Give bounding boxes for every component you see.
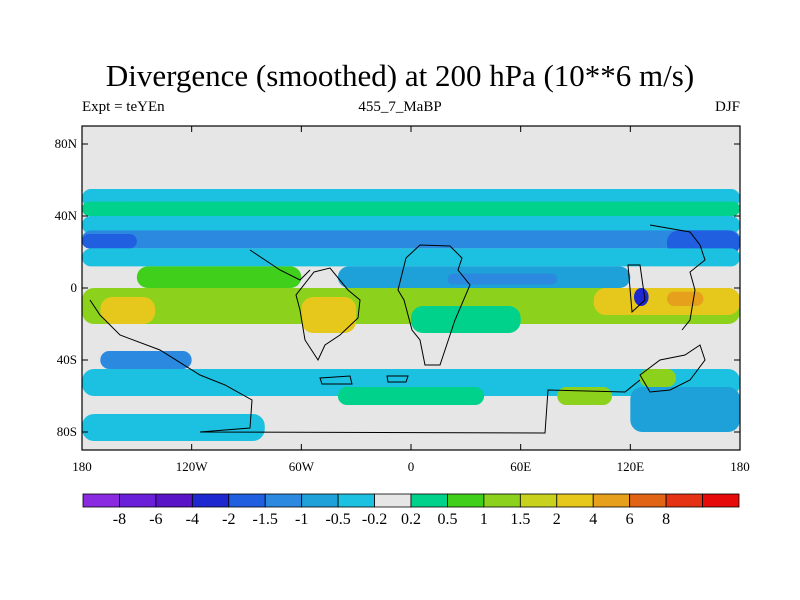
colorbar-label-9: 0.5 bbox=[437, 511, 457, 528]
colorbar-swatch-12 bbox=[519, 493, 558, 508]
colorbar-label-2: -4 bbox=[186, 511, 199, 528]
colorbar-swatch-9 bbox=[410, 493, 448, 508]
coastline-islands bbox=[319, 375, 409, 385]
coastline-africa bbox=[397, 244, 471, 366]
x-tick-label-3: 0 bbox=[408, 459, 415, 474]
field-region-6 bbox=[82, 248, 740, 267]
field-region-4 bbox=[82, 234, 137, 249]
y-tick-label-1: 40N bbox=[55, 208, 78, 223]
colorbar-swatch-10 bbox=[447, 493, 485, 508]
colorbar-swatch-5 bbox=[264, 493, 303, 508]
season-label: DJF bbox=[714, 99, 740, 115]
colorbar-label-15: 8 bbox=[662, 511, 670, 528]
colorbar-label-11: 1.5 bbox=[510, 511, 530, 528]
field-region-3 bbox=[82, 230, 740, 249]
y-tick-label-4: 80S bbox=[57, 424, 77, 439]
y-tick-label-2: 0 bbox=[71, 280, 78, 295]
field-region-14 bbox=[666, 291, 704, 306]
x-tick-label-6: 180 bbox=[730, 459, 750, 474]
coastlines bbox=[89, 224, 706, 434]
field-region-20 bbox=[630, 387, 740, 432]
x-tick-label-2: 60W bbox=[289, 459, 315, 474]
colorbar-swatch-14 bbox=[592, 493, 631, 508]
colorbar-label-5: -1 bbox=[295, 511, 308, 528]
colorbar-swatch-4 bbox=[228, 493, 266, 508]
chart-title: Divergence (smoothed) at 200 hPa (10**6 … bbox=[105, 58, 695, 93]
experiment-label: Expt = teYEn bbox=[82, 99, 165, 115]
colorbar-label-7: -0.2 bbox=[362, 511, 387, 528]
x-tick-label-5: 120E bbox=[617, 459, 645, 474]
field-region-1 bbox=[82, 201, 740, 216]
coastline-antarctica bbox=[89, 299, 641, 434]
field-region-12 bbox=[301, 297, 357, 333]
colorbar-swatch-2 bbox=[155, 493, 193, 508]
field-region-16 bbox=[411, 306, 521, 333]
colorbar-label-0: -8 bbox=[113, 511, 126, 528]
field-region-13 bbox=[593, 288, 740, 315]
colorbar-swatch-7 bbox=[337, 493, 375, 508]
colorbar-label-3: -2 bbox=[222, 511, 235, 528]
field-region-9 bbox=[447, 273, 558, 285]
colorbar-label-14: 6 bbox=[626, 511, 634, 528]
coastline-south-america bbox=[295, 267, 361, 362]
colorbar-swatch-8 bbox=[374, 493, 412, 508]
plot-area bbox=[82, 126, 740, 450]
colorbar-label-12: 2 bbox=[553, 511, 561, 528]
colorbar: -8 -6 -4 -2 -1.5 -1 -0.5 -0.2 0.2 0.5 1 1.5 2 4 6 8 bbox=[82, 493, 740, 528]
field-region-23 bbox=[639, 369, 677, 387]
field-region-11 bbox=[100, 297, 156, 324]
coastline-maritime-continent bbox=[627, 264, 646, 314]
y-tick-label-0: 80N bbox=[55, 136, 78, 151]
colorbar-swatch-15 bbox=[629, 493, 667, 508]
field-region-2 bbox=[82, 216, 740, 234]
colorbar-swatch-1 bbox=[119, 493, 157, 508]
colorbar-swatch-6 bbox=[301, 493, 339, 508]
x-tick-label-0: 180 bbox=[72, 459, 92, 474]
colorbar-swatch-17 bbox=[702, 493, 740, 508]
colorbar-swatch-13 bbox=[556, 493, 594, 508]
colorbar-swatch-16 bbox=[665, 493, 703, 508]
run-id-label: 455_7_MaBP bbox=[358, 99, 442, 115]
field-region-7 bbox=[136, 266, 302, 288]
colorbar-label-4: -1.5 bbox=[253, 511, 278, 528]
colorbar-swatch-11 bbox=[483, 493, 521, 508]
x-tick-label-4: 60E bbox=[510, 459, 531, 474]
colorbar-label-10: 1 bbox=[480, 511, 488, 528]
colorbar-label-8: 0.2 bbox=[401, 511, 421, 528]
field-region-10 bbox=[82, 288, 740, 324]
y-tick-label-3: 40S bbox=[57, 352, 77, 367]
coastline-east-asia bbox=[649, 224, 706, 331]
field-region-15 bbox=[633, 288, 649, 306]
x-axis: 180 120W 60W 0 60E 120E 180 bbox=[72, 126, 750, 474]
field-region-22 bbox=[100, 351, 192, 369]
field-region-19 bbox=[557, 387, 613, 405]
colorbar-label-6: -0.5 bbox=[325, 511, 350, 528]
field-region-18 bbox=[337, 387, 485, 405]
coastline-australia bbox=[639, 344, 706, 393]
colorbar-label-1: -6 bbox=[149, 511, 162, 528]
colorbar-label-13: 4 bbox=[589, 511, 597, 528]
colorbar-swatch-0 bbox=[82, 493, 120, 508]
colorbar-swatch-3 bbox=[191, 493, 230, 508]
x-tick-label-1: 120W bbox=[176, 459, 209, 474]
field-region-21 bbox=[82, 414, 265, 441]
coastline-central-america bbox=[249, 249, 311, 281]
y-axis: 80N 40N 0 40S 80S bbox=[55, 136, 740, 439]
